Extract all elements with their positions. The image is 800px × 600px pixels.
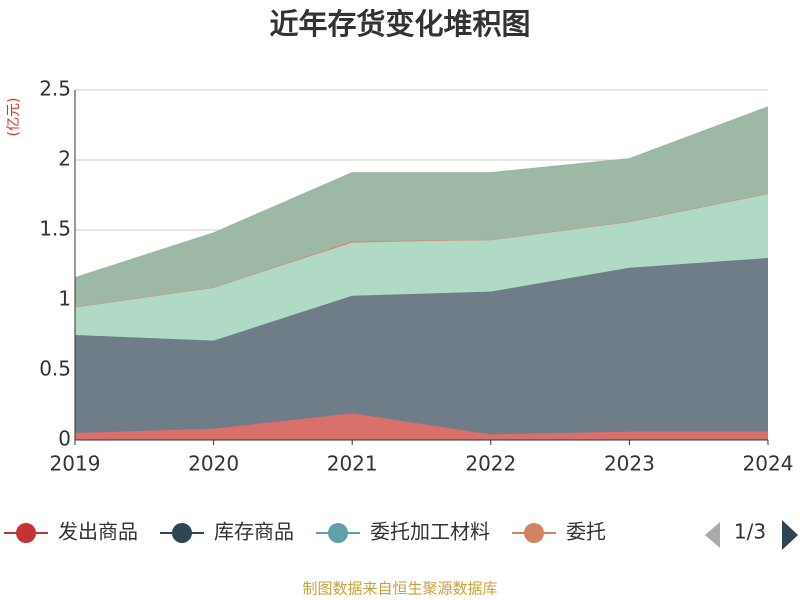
legend-marker — [524, 523, 544, 543]
y-tick-label: 0.5 — [39, 357, 71, 381]
legend-page: 1/3 — [734, 520, 766, 544]
x-tick-label: 2021 — [327, 452, 378, 476]
legend-prev — [705, 522, 720, 548]
chart-title: 近年存货变化堆积图 — [269, 7, 530, 41]
legend-next[interactable] — [782, 520, 798, 550]
area — [75, 193, 768, 341]
y-tick-label: 2 — [58, 147, 71, 171]
y-tick-label: 0 — [58, 427, 71, 451]
source-note: 制图数据来自恒生聚源数据库 — [302, 580, 497, 598]
x-tick-label: 2023 — [604, 452, 655, 476]
x-tick-label: 2024 — [743, 452, 794, 476]
y-unit: (亿元) — [6, 98, 22, 137]
area — [75, 106, 768, 307]
area — [75, 413, 768, 440]
y-tick-label: 1 — [58, 287, 71, 311]
area — [75, 258, 768, 435]
legend-marker — [328, 523, 348, 543]
x-tick-label: 2022 — [465, 452, 516, 476]
legend-marker — [16, 523, 36, 543]
legend-label: 库存商品 — [214, 520, 294, 544]
y-tick-label: 1.5 — [39, 217, 71, 241]
legend-label: 委托 — [566, 520, 606, 544]
legend-marker — [172, 523, 192, 543]
x-tick-label: 2019 — [50, 452, 101, 476]
y-tick-label: 2.5 — [39, 77, 71, 101]
legend-label: 发出商品 — [58, 520, 138, 544]
area-line — [74, 106, 769, 279]
legend-label: 委托加工材料 — [370, 520, 490, 544]
x-tick-label: 2020 — [188, 452, 239, 476]
